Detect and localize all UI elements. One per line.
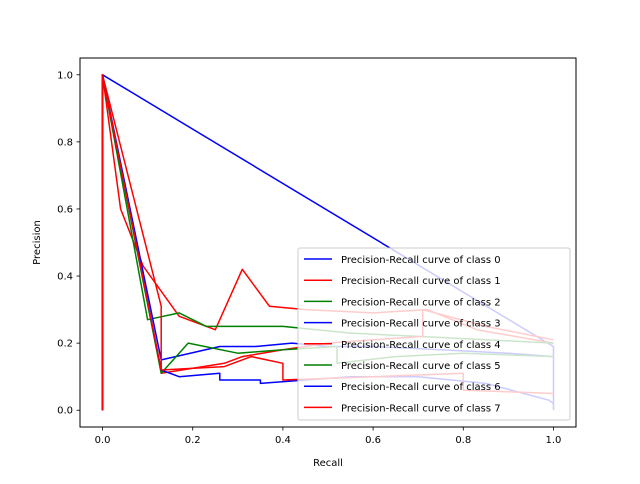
legend-entry-label: Precision-Recall curve of class 0 [341, 255, 501, 266]
x-tick-label: 1.0 [546, 435, 562, 446]
legend-entry-label: Precision-Recall curve of class 4 [341, 340, 501, 351]
y-tick-label: 1.0 [57, 70, 73, 81]
x-tick-label: 0.0 [95, 435, 111, 446]
legend-entry-label: Precision-Recall curve of class 5 [341, 361, 501, 372]
y-tick-label: 0.0 [57, 406, 73, 417]
y-tick-label: 0.8 [57, 137, 73, 148]
legend-entry-label: Precision-Recall curve of class 1 [341, 276, 501, 287]
legend-entry-label: Precision-Recall curve of class 6 [341, 382, 501, 393]
x-axis-label: Recall [313, 458, 343, 469]
x-tick-label: 0.6 [365, 435, 381, 446]
legend-entry-label: Precision-Recall curve of class 2 [341, 297, 501, 308]
legend: Precision-Recall curve of class 0 Precisi… [297, 247, 571, 421]
y-tick-label: 0.4 [57, 272, 73, 283]
x-tick-label: 0.4 [275, 435, 291, 446]
y-tick-label: 0.2 [57, 339, 73, 350]
legend-entry-label: Precision-Recall curve of class 7 [341, 403, 501, 414]
legend-box [297, 247, 571, 421]
plot-frame [79, 57, 577, 428]
legend-entry-label: Precision-Recall curve of class 3 [341, 319, 501, 330]
x-tick-label: 0.2 [185, 435, 201, 446]
ticks-layer: 0.0 0.2 0.4 0.6 0.8 1.0 0.0 0.2 0.4 0.6 0.8 1.0 [57, 70, 561, 446]
x-tick-label: 0.8 [455, 435, 471, 446]
y-tick-label: 0.6 [57, 204, 73, 215]
y-axis-label: Precision [32, 220, 43, 265]
